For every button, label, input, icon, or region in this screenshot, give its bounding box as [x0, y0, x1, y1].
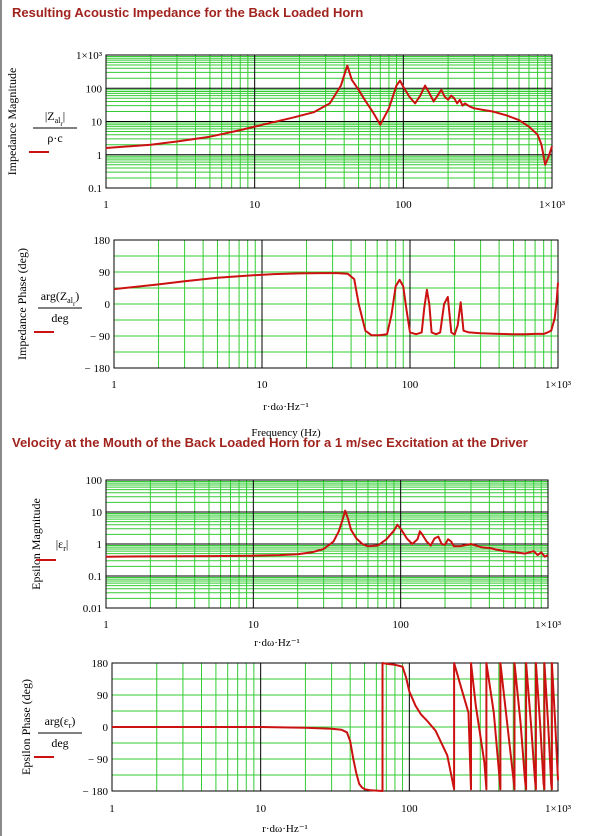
y-tick-label: 180 — [92, 658, 109, 670]
y-axis-label: Impedance Magnitude — [5, 68, 19, 176]
y-tick-label: 1 — [97, 150, 103, 162]
y-tick-label: 0.01 — [83, 603, 102, 615]
y-expression-denominator: deg — [51, 736, 68, 750]
y-expression: |εr| — [56, 537, 69, 553]
x-tick-label: 10 — [249, 199, 261, 211]
y-axis-label: Impedance Phase (deg) — [15, 248, 29, 360]
series-line-0 — [105, 509, 549, 558]
x-tick-label: 1 — [103, 619, 109, 631]
y-tick-label: − 90 — [88, 754, 108, 766]
x-tick-label: 1×10³ — [535, 619, 562, 631]
y-tick-label: 10 — [91, 117, 103, 129]
x-tick-label: 100 — [392, 619, 409, 631]
x-tick-label: 100 — [401, 803, 418, 815]
x-tick-label: 100 — [402, 379, 419, 391]
x-tick-label: 10 — [255, 803, 267, 815]
x-tick-label: 10 — [248, 619, 260, 631]
y-tick-label: 0 — [103, 722, 109, 734]
y-expression: arg(εr) — [45, 714, 76, 730]
y-tick-label: 100 — [86, 475, 103, 487]
y-tick-label: 1 — [97, 539, 103, 551]
series-line-0 — [105, 64, 553, 166]
section-title-velocity: Velocity at the Mouth of the Back Loaded… — [12, 435, 528, 450]
x-axis-label: r·dω·Hz⁻¹ — [263, 401, 309, 413]
y-tick-label: − 90 — [90, 331, 110, 343]
x-axis-label: r·dω·Hz⁻¹ — [262, 823, 308, 835]
section-title-impedance: Resulting Acoustic Impedance for the Bac… — [12, 5, 364, 20]
plot-frame — [105, 479, 549, 609]
y-axis-label: Epsilon Magnitude — [29, 498, 43, 590]
y-expression-denominator: deg — [51, 311, 68, 325]
plot-frame — [105, 54, 553, 189]
x-tick-label: 1×10³ — [545, 803, 572, 815]
y-tick-label: 0.1 — [88, 571, 102, 583]
y-tick-label: 0.1 — [88, 183, 102, 195]
y-tick-label: 180 — [94, 235, 111, 247]
y-expression-denominator: ρ·c — [47, 131, 62, 145]
y-tick-label: − 180 — [85, 363, 111, 375]
y-tick-label: 90 — [97, 690, 109, 702]
y-tick-label: 10 — [91, 507, 103, 519]
x-tick-label: 1×10³ — [539, 199, 566, 211]
y-tick-label: 100 — [86, 83, 103, 95]
x-tick-label: 1 — [111, 379, 117, 391]
x-axis-label: r·dω·Hz⁻¹ — [254, 637, 300, 649]
y-axis-label: Epsilon Phase (deg) — [19, 679, 33, 775]
x-tick-label: 100 — [395, 199, 412, 211]
left-edge-rule — [0, 0, 2, 836]
y-tick-label: 1×10³ — [76, 50, 103, 62]
y-tick-label: 90 — [99, 267, 111, 279]
y-tick-label: 0 — [105, 299, 111, 311]
x-tick-label: 1×10³ — [545, 379, 572, 391]
x-tick-label: 1 — [109, 803, 115, 815]
y-expression: arg(Zalr) — [41, 289, 80, 308]
x-axis-caption: Frequency (Hz) — [251, 427, 321, 439]
y-tick-label: − 180 — [83, 786, 109, 798]
x-tick-label: 1 — [103, 199, 109, 211]
x-tick-label: 10 — [257, 379, 269, 391]
plot-frame — [113, 239, 559, 369]
y-expression: |Zalr| — [45, 109, 65, 128]
series-line-0 — [112, 662, 559, 792]
series-line-0 — [113, 272, 559, 337]
